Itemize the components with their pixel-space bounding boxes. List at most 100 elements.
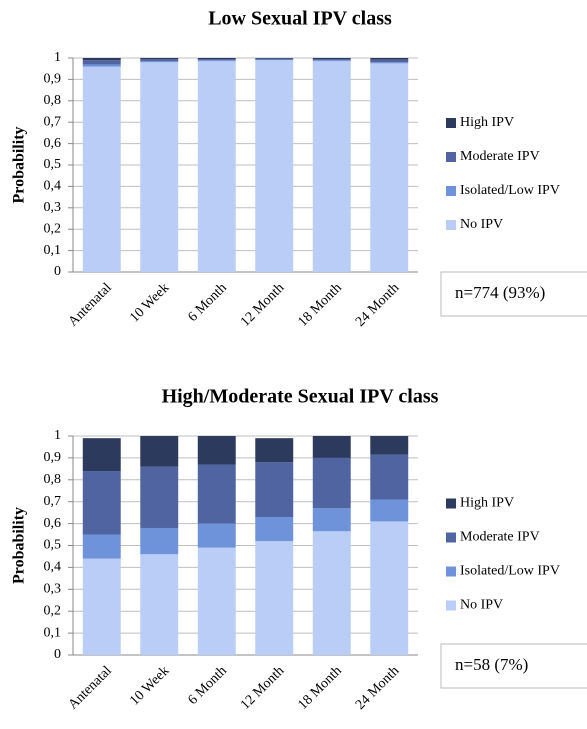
bar-segment [140,436,179,467]
bar-segment [197,61,236,273]
bar-segment [197,58,236,60]
x-tick-label: 24 Month [353,663,402,712]
bar-segment [82,64,121,67]
bar-segment [312,58,351,60]
legend-label: No IPV [460,598,503,613]
legend-swatch [446,152,456,162]
bar-segment [140,62,179,272]
bar-segment [370,436,409,455]
y-tick-label: 1 [54,428,61,443]
y-tick-label: 0,4 [44,179,62,194]
x-tick-label: 10 Week [127,663,172,708]
legend-label: Moderate IPV [460,149,540,164]
bar-segment [197,523,236,548]
bar-segment [197,59,236,61]
x-tick-label: 24 Month [353,280,402,329]
annotation-box [440,643,587,689]
bar-segment [140,466,179,528]
bar-segment [82,558,121,655]
bar-segment [197,547,236,655]
y-axis-label: Probability [11,126,28,203]
y-tick-label: 0,4 [44,560,62,575]
legend-swatch [446,600,456,611]
bar-segment [140,59,179,62]
bar-segment [312,457,351,509]
y-tick-label: 1 [54,50,61,65]
y-tick-label: 0,8 [44,472,62,487]
bar-segment [312,60,351,62]
legend-swatch [446,532,456,543]
y-tick-label: 0,1 [44,243,62,258]
bar-segment [255,60,294,272]
bar-segment [255,438,294,463]
chart-title: Low Sexual IPV class [208,8,392,30]
legend-label: Isolated/Low IPV [460,564,560,579]
x-tick-label: 18 Month [295,280,344,329]
annotation: n=774 (93%) [455,283,545,302]
bar-segment [255,59,294,61]
bar-segment [82,66,121,272]
legend-label: Moderate IPV [460,530,540,545]
legend-label: High IPV [460,496,514,511]
bar-segment [312,531,351,655]
legend-label: High IPV [460,115,514,130]
bar-segment [82,58,121,61]
y-tick-label: 0,2 [44,221,62,236]
bar-segment [197,60,236,62]
bar-segment [255,517,294,542]
y-tick-label: 0 [54,647,61,662]
bar-segment [82,534,121,559]
bar-segment [312,508,351,532]
bar-segment [312,61,351,273]
bar-segment [140,527,179,555]
x-tick-label: 6 Month [185,280,229,324]
bar-segment [82,438,121,472]
x-tick-label: 10 Week [127,280,172,325]
bar-segment [140,58,179,60]
bar-segment [370,58,409,60]
y-tick-label: 0,7 [44,114,62,129]
y-tick-label: 0,6 [44,136,62,151]
bar-segment [255,541,294,655]
bar-segment [370,59,409,63]
y-tick-label: 0,6 [44,516,62,531]
bar-segment [140,554,179,655]
y-tick-label: 0,3 [44,582,62,597]
y-tick-label: 0,3 [44,200,62,215]
chart-title: High/Moderate Sexual IPV class [162,386,439,408]
y-tick-label: 0,5 [44,538,62,553]
y-tick-label: 0,9 [44,72,62,87]
bar-segment [312,59,351,61]
y-tick-label: 0,2 [44,603,62,618]
legend-swatch [446,220,456,230]
bar-segment [370,454,409,500]
bar-segment [370,62,409,64]
bar-segment [370,521,409,655]
y-tick-label: 0,5 [44,157,62,172]
legend-label: Isolated/Low IPV [460,183,560,198]
legend-swatch [446,566,456,577]
y-axis-label: Probability [11,507,28,584]
bar-segment [82,471,121,535]
legend-swatch [446,118,456,128]
x-tick-label: 12 Month [238,663,287,712]
y-tick-label: 0,8 [44,93,62,108]
bar-segment [255,58,294,59]
bar-segment [255,462,294,518]
y-tick-label: 0,1 [44,625,62,640]
legend-swatch [446,186,456,196]
bar-segment [82,60,121,65]
legend-label: No IPV [460,217,503,232]
x-tick-label: 18 Month [295,663,344,712]
bar-segment [255,58,294,60]
x-tick-label: Antenatal [66,663,115,712]
y-tick-label: 0,7 [44,494,62,509]
bar-segment [140,61,179,63]
y-tick-label: 0 [54,264,61,279]
annotation-box [440,271,587,317]
bar-segment [370,63,409,272]
bar-segment [197,464,236,524]
legend-swatch [446,498,456,509]
bar-segment [197,436,236,465]
